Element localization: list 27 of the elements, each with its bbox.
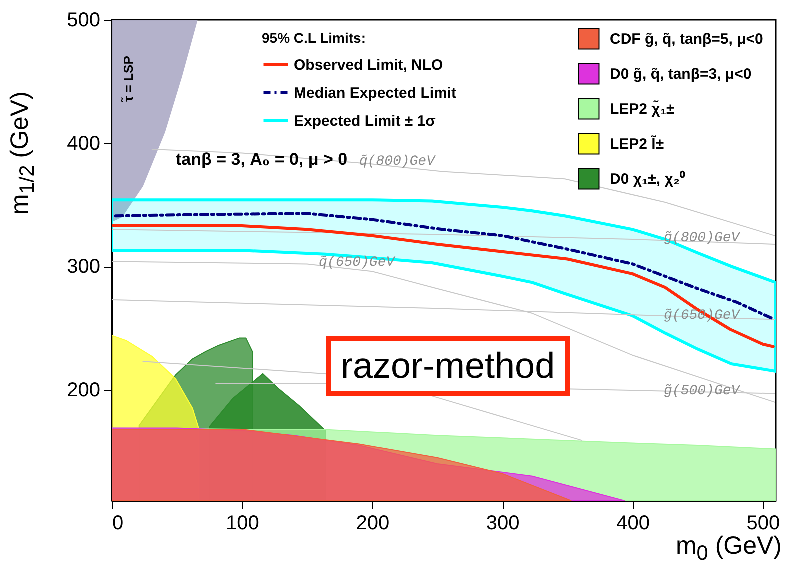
- legend-label: Expected Limit ± 1σ: [294, 113, 436, 130]
- y-tick-label: 400: [67, 132, 100, 155]
- legend-label: LEP2 l̃±: [610, 135, 664, 153]
- legend-label: LEP2 χ̃₁±: [610, 100, 675, 118]
- x-tick-label: 200: [356, 512, 390, 534]
- legend-label: D0 χ₁±, χ₂⁰: [610, 170, 686, 188]
- annotation: g̃(800)GeV: [664, 230, 742, 247]
- x-tick-label: 500: [746, 512, 780, 534]
- x-axis-title: m$_{0}$ (GeV): [676, 532, 782, 566]
- y-tick-label: 500: [67, 10, 100, 32]
- text-box: razor-method: [326, 336, 570, 396]
- x-tick-label: 400: [616, 512, 650, 534]
- legend-title: 95% C.L Limits:: [262, 30, 366, 46]
- x-tick-label: 0: [112, 512, 124, 534]
- x-tick-label: 300: [486, 512, 520, 534]
- y-tick-label: 300: [67, 256, 100, 278]
- annotation: q̃(650)GeV: [319, 255, 396, 272]
- annotation: q̃(800)GeV: [359, 154, 437, 170]
- annotation: τ̃ = LSP: [121, 56, 136, 102]
- annotation: g̃(500)GeV: [664, 383, 742, 400]
- x-tick-label: 100: [226, 512, 260, 534]
- y-tick-label: 200: [67, 380, 100, 402]
- legend-label: Median Expected Limit: [294, 85, 457, 102]
- annotation: tanβ = 3, A₀ = 0, μ > 0: [176, 150, 348, 170]
- legend-label: CDF g̃, q̃, tanβ=5, μ<0: [610, 31, 764, 48]
- legend-label: D0 g̃, q̃, tanβ=3, μ<0: [610, 66, 752, 83]
- legend-label: Observed Limit, NLO: [294, 57, 444, 74]
